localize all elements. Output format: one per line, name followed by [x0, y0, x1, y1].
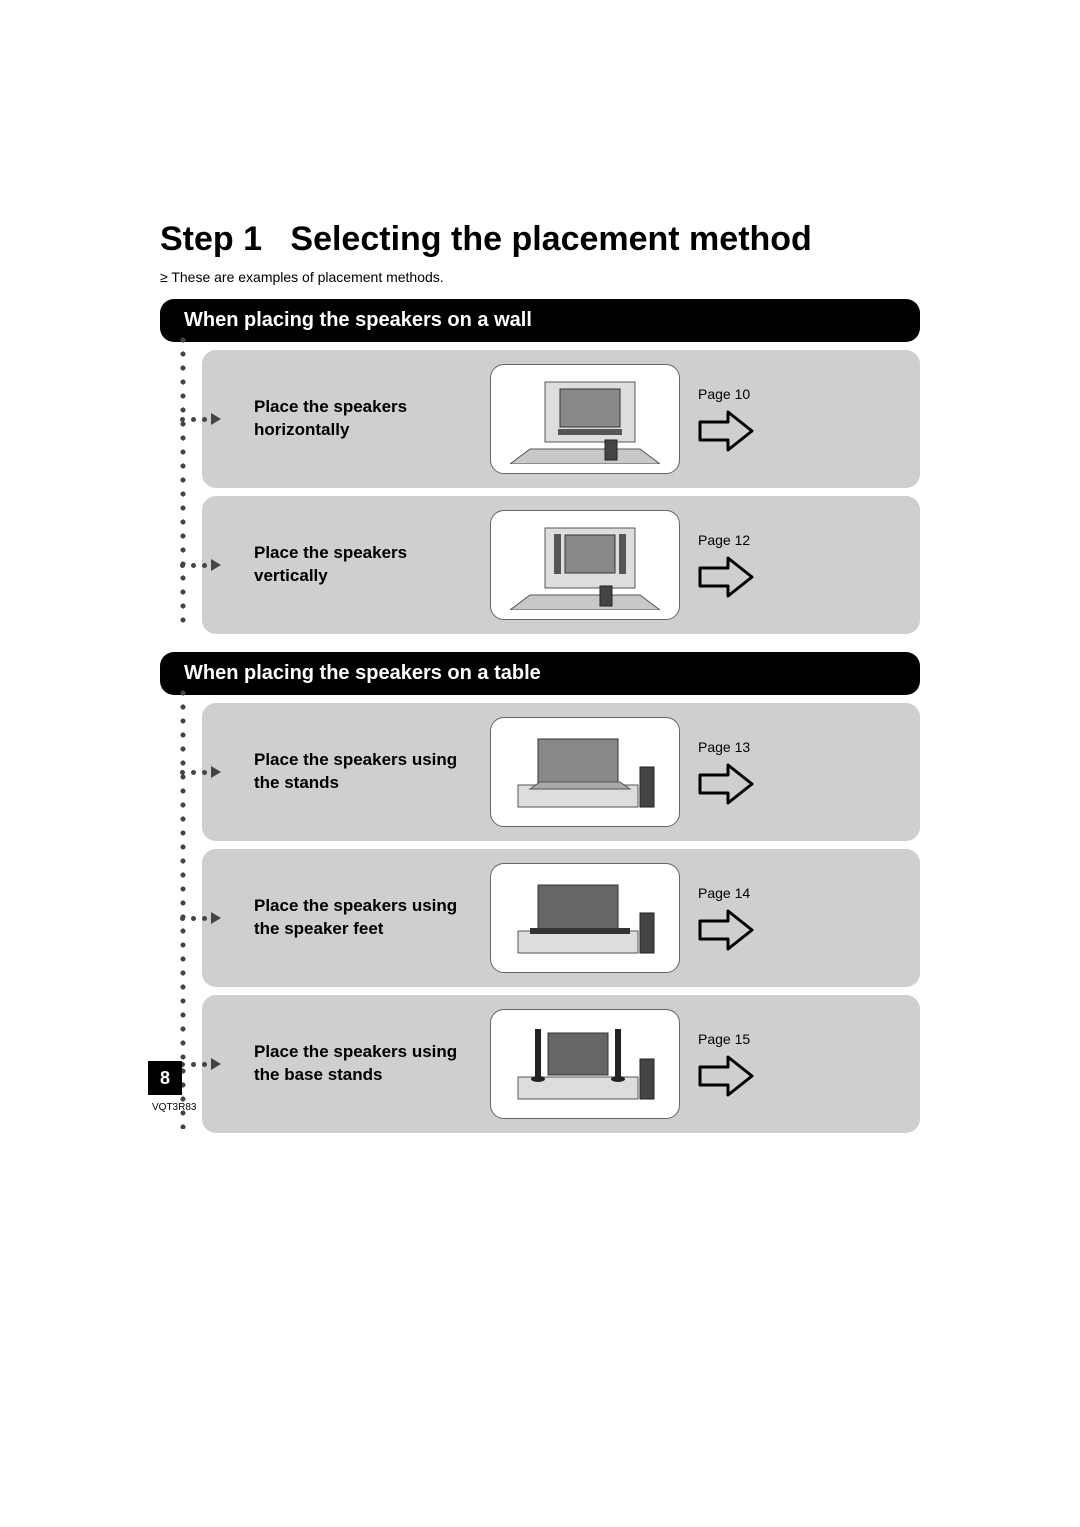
branch-arrow-icon: [211, 413, 221, 425]
option-table-stands: Place the speakers using the stands Page…: [202, 703, 920, 841]
manual-page: Step 1 Selecting the placement method ≥ …: [0, 0, 1080, 1211]
goto-arrow-icon: [698, 410, 754, 452]
branch-arrow-icon: [211, 1058, 221, 1070]
illustration-wall-vertical: [490, 510, 680, 620]
branch-arrow-icon: [211, 766, 221, 778]
option-wall-vertical: Place the speakers vertically Page 12: [202, 496, 920, 634]
step-title-text: Selecting the placement method: [290, 220, 811, 258]
option-label: Place the speakers using the speaker fee…: [254, 895, 484, 941]
section-wall: When placing the speakers on a wall Plac…: [160, 299, 920, 634]
option-right: Page 13: [680, 739, 902, 805]
option-table-base: Place the speakers using the base stands…: [202, 995, 920, 1133]
option-label: Place the speakers horizontally: [254, 396, 484, 442]
option-right: Page 15: [680, 1031, 902, 1097]
option-right: Page 10: [680, 386, 902, 452]
goto-arrow-icon: [698, 909, 754, 951]
option-label: Place the speakers using the stands: [254, 749, 484, 795]
page-ref: Page 15: [698, 1031, 750, 1047]
illustration-table-feet: [490, 863, 680, 973]
connector-dots: [180, 337, 186, 630]
goto-arrow-icon: [698, 556, 754, 598]
branch-connector: [180, 912, 221, 924]
branch-arrow-icon: [211, 912, 221, 924]
step-label: Step 1: [160, 220, 262, 258]
option-label: Place the speakers vertically: [254, 542, 484, 588]
option-right: Page 14: [680, 885, 902, 951]
page-ref: Page 13: [698, 739, 750, 755]
goto-arrow-icon: [698, 1055, 754, 1097]
note-text: ≥ These are examples of placement method…: [160, 269, 920, 285]
page-number: 8: [148, 1061, 182, 1095]
branch-connector: [180, 1058, 221, 1070]
branch-connector: [180, 559, 221, 571]
section-table: When placing the speakers on a table Pla…: [160, 652, 920, 1133]
section-header-wall: When placing the speakers on a wall: [160, 299, 920, 342]
illustration-wall-horizontal: [490, 364, 680, 474]
illustration-table-stands: [490, 717, 680, 827]
option-wall-horizontal: Place the speakers horizontally Page 10: [202, 350, 920, 488]
document-code: VQT3R83: [152, 1102, 196, 1113]
page-ref: Page 10: [698, 386, 750, 402]
goto-arrow-icon: [698, 763, 754, 805]
page-ref: Page 12: [698, 532, 750, 548]
option-label: Place the speakers using the base stands: [254, 1041, 484, 1087]
branch-connector: [180, 766, 221, 778]
page-ref: Page 14: [698, 885, 750, 901]
branch-connector: [180, 413, 221, 425]
option-right: Page 12: [680, 532, 902, 598]
branch-arrow-icon: [211, 559, 221, 571]
illustration-table-base: [490, 1009, 680, 1119]
section-header-table: When placing the speakers on a table: [160, 652, 920, 695]
step-heading: Step 1 Selecting the placement method: [160, 220, 920, 259]
option-table-feet: Place the speakers using the speaker fee…: [202, 849, 920, 987]
